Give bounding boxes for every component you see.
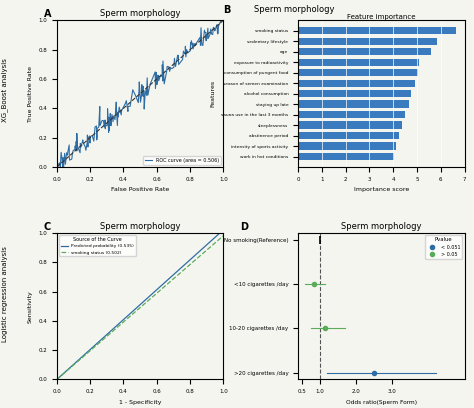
Text: C: C xyxy=(44,222,51,232)
ROC curve (area = 0.506) xyxy=(218,18,224,23)
Bar xyxy=(298,132,399,139)
X-axis label: Odds ratio(Sperm Form): Odds ratio(Sperm Form) xyxy=(346,400,417,405)
X-axis label: 1 - Specificity: 1 - Specificity xyxy=(119,400,161,405)
Legend: Predicted probability (0.535), smoking status (0.502): Predicted probability (0.535), smoking s… xyxy=(59,235,136,256)
ROC curve (area = 0.506) xyxy=(190,47,196,51)
Y-axis label: Sensitivity: Sensitivity xyxy=(28,290,33,323)
Y-axis label: True Positive Rate: True Positive Rate xyxy=(28,66,33,122)
Bar xyxy=(298,153,394,160)
ROC curve (area = 0.506) xyxy=(54,164,60,169)
X-axis label: Importance score: Importance score xyxy=(354,187,409,192)
Bar xyxy=(298,100,409,108)
Bar xyxy=(298,27,456,34)
Text: Logistic regression analysis: Logistic regression analysis xyxy=(2,246,8,341)
Title: Sperm morphology: Sperm morphology xyxy=(100,222,180,231)
Line: ROC curve (area = 0.506): ROC curve (area = 0.506) xyxy=(57,20,223,167)
ROC curve (area = 0.506) xyxy=(220,18,226,23)
Bar xyxy=(298,80,415,87)
Text: D: D xyxy=(240,222,248,232)
ROC curve (area = 0.506) xyxy=(215,31,221,35)
Bar xyxy=(298,111,405,118)
Text: XG_Boost analysis: XG_Boost analysis xyxy=(1,58,8,122)
ROC curve (area = 0.506) xyxy=(139,82,145,87)
Bar xyxy=(298,90,411,98)
Text: B: B xyxy=(223,5,231,15)
ROC curve (area = 0.506) xyxy=(154,70,159,75)
X-axis label: False Positive Rate: False Positive Rate xyxy=(111,187,169,192)
Bar xyxy=(298,69,418,76)
Title: Feature importance: Feature importance xyxy=(347,14,416,20)
ROC curve (area = 0.506) xyxy=(136,100,141,105)
Bar xyxy=(298,142,396,150)
Bar xyxy=(298,58,419,66)
Text: Sperm morphology: Sperm morphology xyxy=(254,5,334,14)
ROC curve (area = 0.506) xyxy=(92,124,98,129)
Legend: < 0.051, > 0.05: < 0.051, > 0.05 xyxy=(425,235,462,259)
Title: Sperm morphology: Sperm morphology xyxy=(100,9,180,18)
Bar xyxy=(298,38,437,45)
Text: A: A xyxy=(44,9,51,20)
Bar xyxy=(298,122,401,129)
Legend: ROC curve (area = 0.506): ROC curve (area = 0.506) xyxy=(143,155,221,164)
Title: Sperm morphology: Sperm morphology xyxy=(341,222,421,231)
Bar xyxy=(298,48,431,55)
Y-axis label: Features: Features xyxy=(211,80,216,107)
